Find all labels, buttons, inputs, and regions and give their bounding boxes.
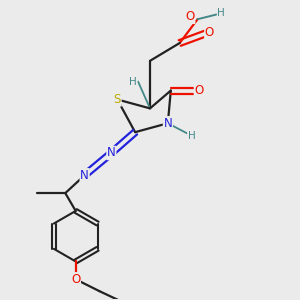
Text: S: S [114,93,121,106]
Text: H: H [129,76,136,87]
Text: N: N [80,169,89,182]
Text: H: H [218,8,225,18]
Text: N: N [164,117,172,130]
Text: O: O [185,10,195,23]
Text: O: O [71,273,80,286]
Text: H: H [188,131,196,141]
Text: N: N [107,146,116,160]
Text: O: O [194,84,204,97]
Text: O: O [205,26,214,39]
